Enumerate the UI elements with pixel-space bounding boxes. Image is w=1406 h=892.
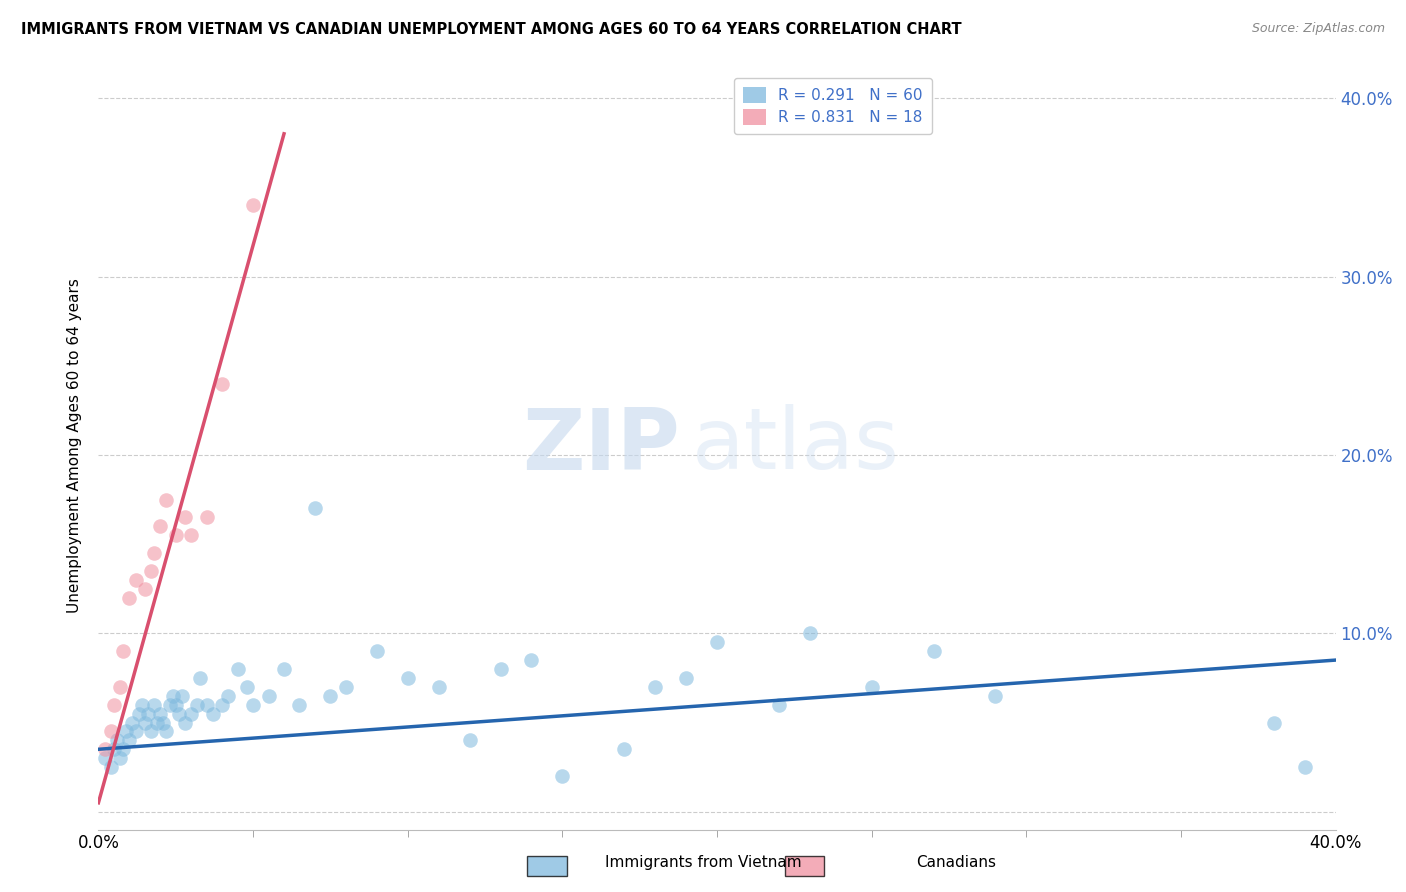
Point bbox=[155, 492, 177, 507]
Point bbox=[489, 662, 512, 676]
Point bbox=[143, 546, 166, 560]
Point bbox=[112, 644, 135, 658]
Point bbox=[242, 198, 264, 212]
Point bbox=[180, 706, 202, 721]
Point bbox=[706, 635, 728, 649]
Point bbox=[860, 680, 883, 694]
Text: IMMIGRANTS FROM VIETNAM VS CANADIAN UNEMPLOYMENT AMONG AGES 60 TO 64 YEARS CORRE: IMMIGRANTS FROM VIETNAM VS CANADIAN UNEM… bbox=[21, 22, 962, 37]
Point bbox=[195, 698, 218, 712]
Text: ZIP: ZIP bbox=[522, 404, 681, 488]
Point bbox=[124, 573, 146, 587]
FancyBboxPatch shape bbox=[785, 856, 824, 876]
Point bbox=[174, 715, 197, 730]
Point bbox=[93, 751, 115, 765]
Point bbox=[257, 689, 280, 703]
Point bbox=[136, 706, 159, 721]
Point bbox=[118, 591, 141, 605]
Point bbox=[273, 662, 295, 676]
Point bbox=[118, 733, 141, 747]
Point bbox=[103, 698, 125, 712]
Point bbox=[768, 698, 790, 712]
Point bbox=[319, 689, 342, 703]
Point bbox=[304, 501, 326, 516]
Text: Canadians: Canadians bbox=[917, 855, 995, 870]
Point bbox=[427, 680, 450, 694]
Point bbox=[675, 671, 697, 685]
Point bbox=[613, 742, 636, 756]
Point bbox=[165, 528, 187, 542]
Point bbox=[134, 582, 156, 596]
Point bbox=[195, 510, 218, 524]
Point bbox=[1294, 760, 1316, 774]
Point bbox=[159, 698, 181, 712]
Point bbox=[100, 760, 122, 774]
Point bbox=[131, 698, 153, 712]
Point bbox=[112, 742, 135, 756]
Text: Source: ZipAtlas.com: Source: ZipAtlas.com bbox=[1251, 22, 1385, 36]
Point bbox=[1263, 715, 1285, 730]
Point bbox=[644, 680, 666, 694]
Point bbox=[226, 662, 249, 676]
Point bbox=[165, 698, 187, 712]
Point bbox=[211, 376, 233, 391]
Point bbox=[984, 689, 1007, 703]
Point bbox=[108, 680, 131, 694]
Point bbox=[366, 644, 388, 658]
Text: atlas: atlas bbox=[692, 404, 900, 488]
Point bbox=[458, 733, 481, 747]
Point bbox=[121, 715, 143, 730]
Point bbox=[149, 706, 172, 721]
Point bbox=[162, 689, 184, 703]
Point bbox=[128, 706, 150, 721]
Point bbox=[100, 724, 122, 739]
Point bbox=[180, 528, 202, 542]
Point bbox=[170, 689, 193, 703]
Y-axis label: Unemployment Among Ages 60 to 64 years: Unemployment Among Ages 60 to 64 years bbox=[67, 278, 83, 614]
Point bbox=[520, 653, 543, 667]
Point bbox=[190, 671, 212, 685]
FancyBboxPatch shape bbox=[527, 856, 567, 876]
Point bbox=[217, 689, 239, 703]
Point bbox=[143, 698, 166, 712]
Point bbox=[152, 715, 174, 730]
Point bbox=[288, 698, 311, 712]
Point bbox=[134, 715, 156, 730]
Point bbox=[108, 751, 131, 765]
Point bbox=[174, 510, 197, 524]
Point bbox=[236, 680, 259, 694]
Point bbox=[186, 698, 208, 712]
Point bbox=[211, 698, 233, 712]
Point bbox=[551, 769, 574, 783]
Point bbox=[103, 742, 125, 756]
Point bbox=[335, 680, 357, 694]
Point bbox=[201, 706, 224, 721]
Point bbox=[93, 742, 115, 756]
Point bbox=[155, 724, 177, 739]
Point bbox=[167, 706, 190, 721]
Point bbox=[146, 715, 169, 730]
Point bbox=[922, 644, 945, 658]
Point bbox=[124, 724, 146, 739]
Point bbox=[115, 724, 138, 739]
Legend: R = 0.291   N = 60, R = 0.831   N = 18: R = 0.291 N = 60, R = 0.831 N = 18 bbox=[734, 78, 932, 134]
Point bbox=[242, 698, 264, 712]
Point bbox=[139, 564, 162, 578]
Point bbox=[396, 671, 419, 685]
Point bbox=[105, 733, 128, 747]
Point bbox=[139, 724, 162, 739]
Point bbox=[799, 626, 821, 640]
Point bbox=[149, 519, 172, 533]
Text: Immigrants from Vietnam: Immigrants from Vietnam bbox=[605, 855, 801, 870]
